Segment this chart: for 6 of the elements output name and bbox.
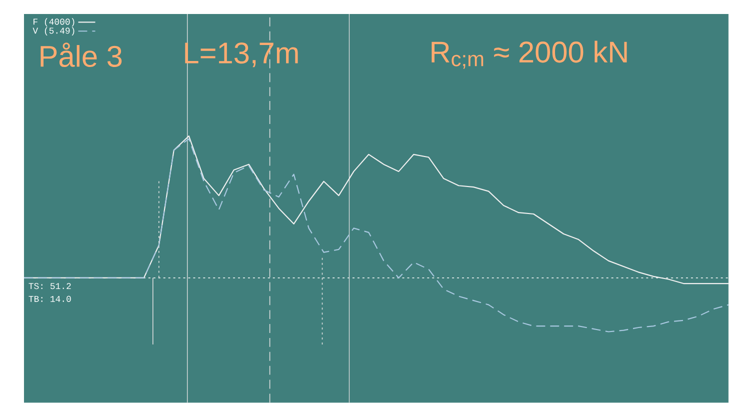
legend-label: V (5.49) bbox=[32, 27, 74, 36]
annotation: TB: 14.0 bbox=[28, 296, 71, 302]
chart-title: Påle 3 bbox=[40, 42, 122, 67]
text: R$_{c;m}$ ≈ 2000 kN bbox=[432, 40, 627, 69]
annotation: TS: 51.2 bbox=[28, 282, 71, 290]
legend-label: F (4000) bbox=[34, 18, 74, 26]
